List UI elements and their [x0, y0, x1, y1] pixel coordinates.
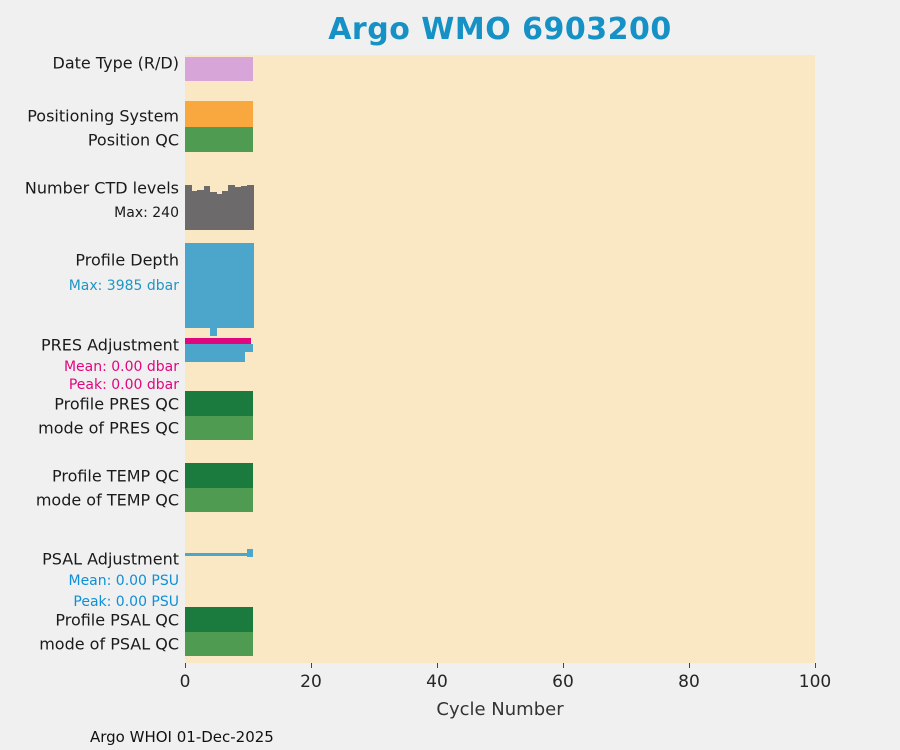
x-tick-mark	[311, 663, 312, 668]
row-label: Number CTD levels	[24, 178, 179, 198]
x-tick-mark	[437, 663, 438, 668]
x-tick-label: 40	[426, 672, 448, 692]
row-label: Peak: 0.00 dbar	[68, 377, 179, 393]
ctd-levels-bars	[240, 185, 248, 230]
x-tick-mark	[815, 663, 816, 668]
row-label: Max: 240	[114, 205, 179, 221]
ctd-levels-bars	[185, 185, 192, 230]
row-label: mode of TEMP QC	[35, 490, 179, 510]
figure-title: Argo WMO 6903200	[328, 12, 672, 47]
ctd-levels-bars	[197, 189, 205, 230]
profile-depth-bars	[197, 243, 205, 329]
row-label: Profile PSAL QC	[55, 610, 179, 630]
footer-text: Argo WHOI 01-Dec-2025	[90, 728, 274, 746]
profile-depth-bars	[222, 243, 229, 329]
positioning-system-bar	[185, 101, 254, 127]
pres-adjustment-bar-lower	[185, 352, 246, 362]
row-label: Profile TEMP QC	[51, 466, 179, 486]
row-label: Profile PRES QC	[54, 394, 179, 414]
ctd-levels-bars	[215, 193, 223, 230]
row-label: Profile Depth	[75, 250, 179, 270]
ctd-levels-bars	[228, 185, 236, 230]
row-label: Position QC	[87, 130, 179, 150]
row-label: PRES Adjustment	[41, 335, 179, 355]
row-label: mode of PRES QC	[38, 418, 179, 438]
ctd-levels-bars	[234, 186, 242, 230]
ctd-levels-bars	[203, 185, 211, 230]
row-label: Positioning System	[27, 106, 179, 126]
ctd-levels-bars	[191, 191, 198, 230]
profile-pres-qc-bar	[185, 391, 254, 416]
mode-psal-qc-bar	[185, 632, 254, 656]
x-tick-label: 20	[300, 672, 322, 692]
date-type-bar	[185, 57, 254, 81]
plot-area	[185, 55, 815, 663]
row-label: Mean: 0.00 PSU	[68, 573, 179, 589]
row-label: PSAL Adjustment	[42, 549, 179, 569]
x-tick-mark	[185, 663, 186, 668]
x-tick-label: 60	[552, 672, 574, 692]
row-label: Mean: 0.00 dbar	[63, 359, 179, 375]
x-tick-mark	[689, 663, 690, 668]
psal-adjustment-line	[185, 553, 254, 556]
profile-temp-qc-bar	[185, 463, 254, 488]
position-qc-bar	[185, 127, 254, 152]
mode-temp-qc-bar	[185, 488, 254, 512]
x-tick-label: 100	[798, 672, 832, 692]
x-tick-mark	[563, 663, 564, 668]
profile-depth-bars	[209, 243, 217, 336]
profile-depth-bars	[191, 243, 198, 329]
profile-depth-bars	[240, 243, 248, 329]
pres-adjustment-bar-upper	[185, 344, 254, 352]
profile-depth-bars	[246, 243, 254, 329]
row-label: Max: 3985 dbar	[68, 278, 179, 294]
row-label: Date Type (R/D)	[52, 53, 179, 73]
x-tick-label: 80	[678, 672, 700, 692]
profile-depth-bars	[215, 243, 223, 329]
psal-adjustment-endcap	[247, 549, 254, 557]
ctd-levels-bars	[209, 192, 217, 230]
row-label-column: Date Type (R/D) Positioning System Positio…	[0, 0, 181, 750]
profile-depth-bars	[228, 243, 236, 329]
profile-depth-bars	[203, 243, 211, 329]
ctd-levels-bars	[246, 185, 254, 230]
ctd-levels-bars	[222, 190, 229, 230]
mode-pres-qc-bar	[185, 416, 254, 440]
pres-adjustment-mean-line	[185, 338, 251, 344]
profile-depth-bars	[234, 243, 242, 329]
profile-depth-bars	[185, 243, 192, 329]
row-label: mode of PSAL QC	[39, 634, 179, 654]
x-axis-label: Cycle Number	[436, 699, 564, 720]
row-label: Peak: 0.00 PSU	[73, 594, 179, 610]
profile-psal-qc-bar	[185, 607, 254, 632]
